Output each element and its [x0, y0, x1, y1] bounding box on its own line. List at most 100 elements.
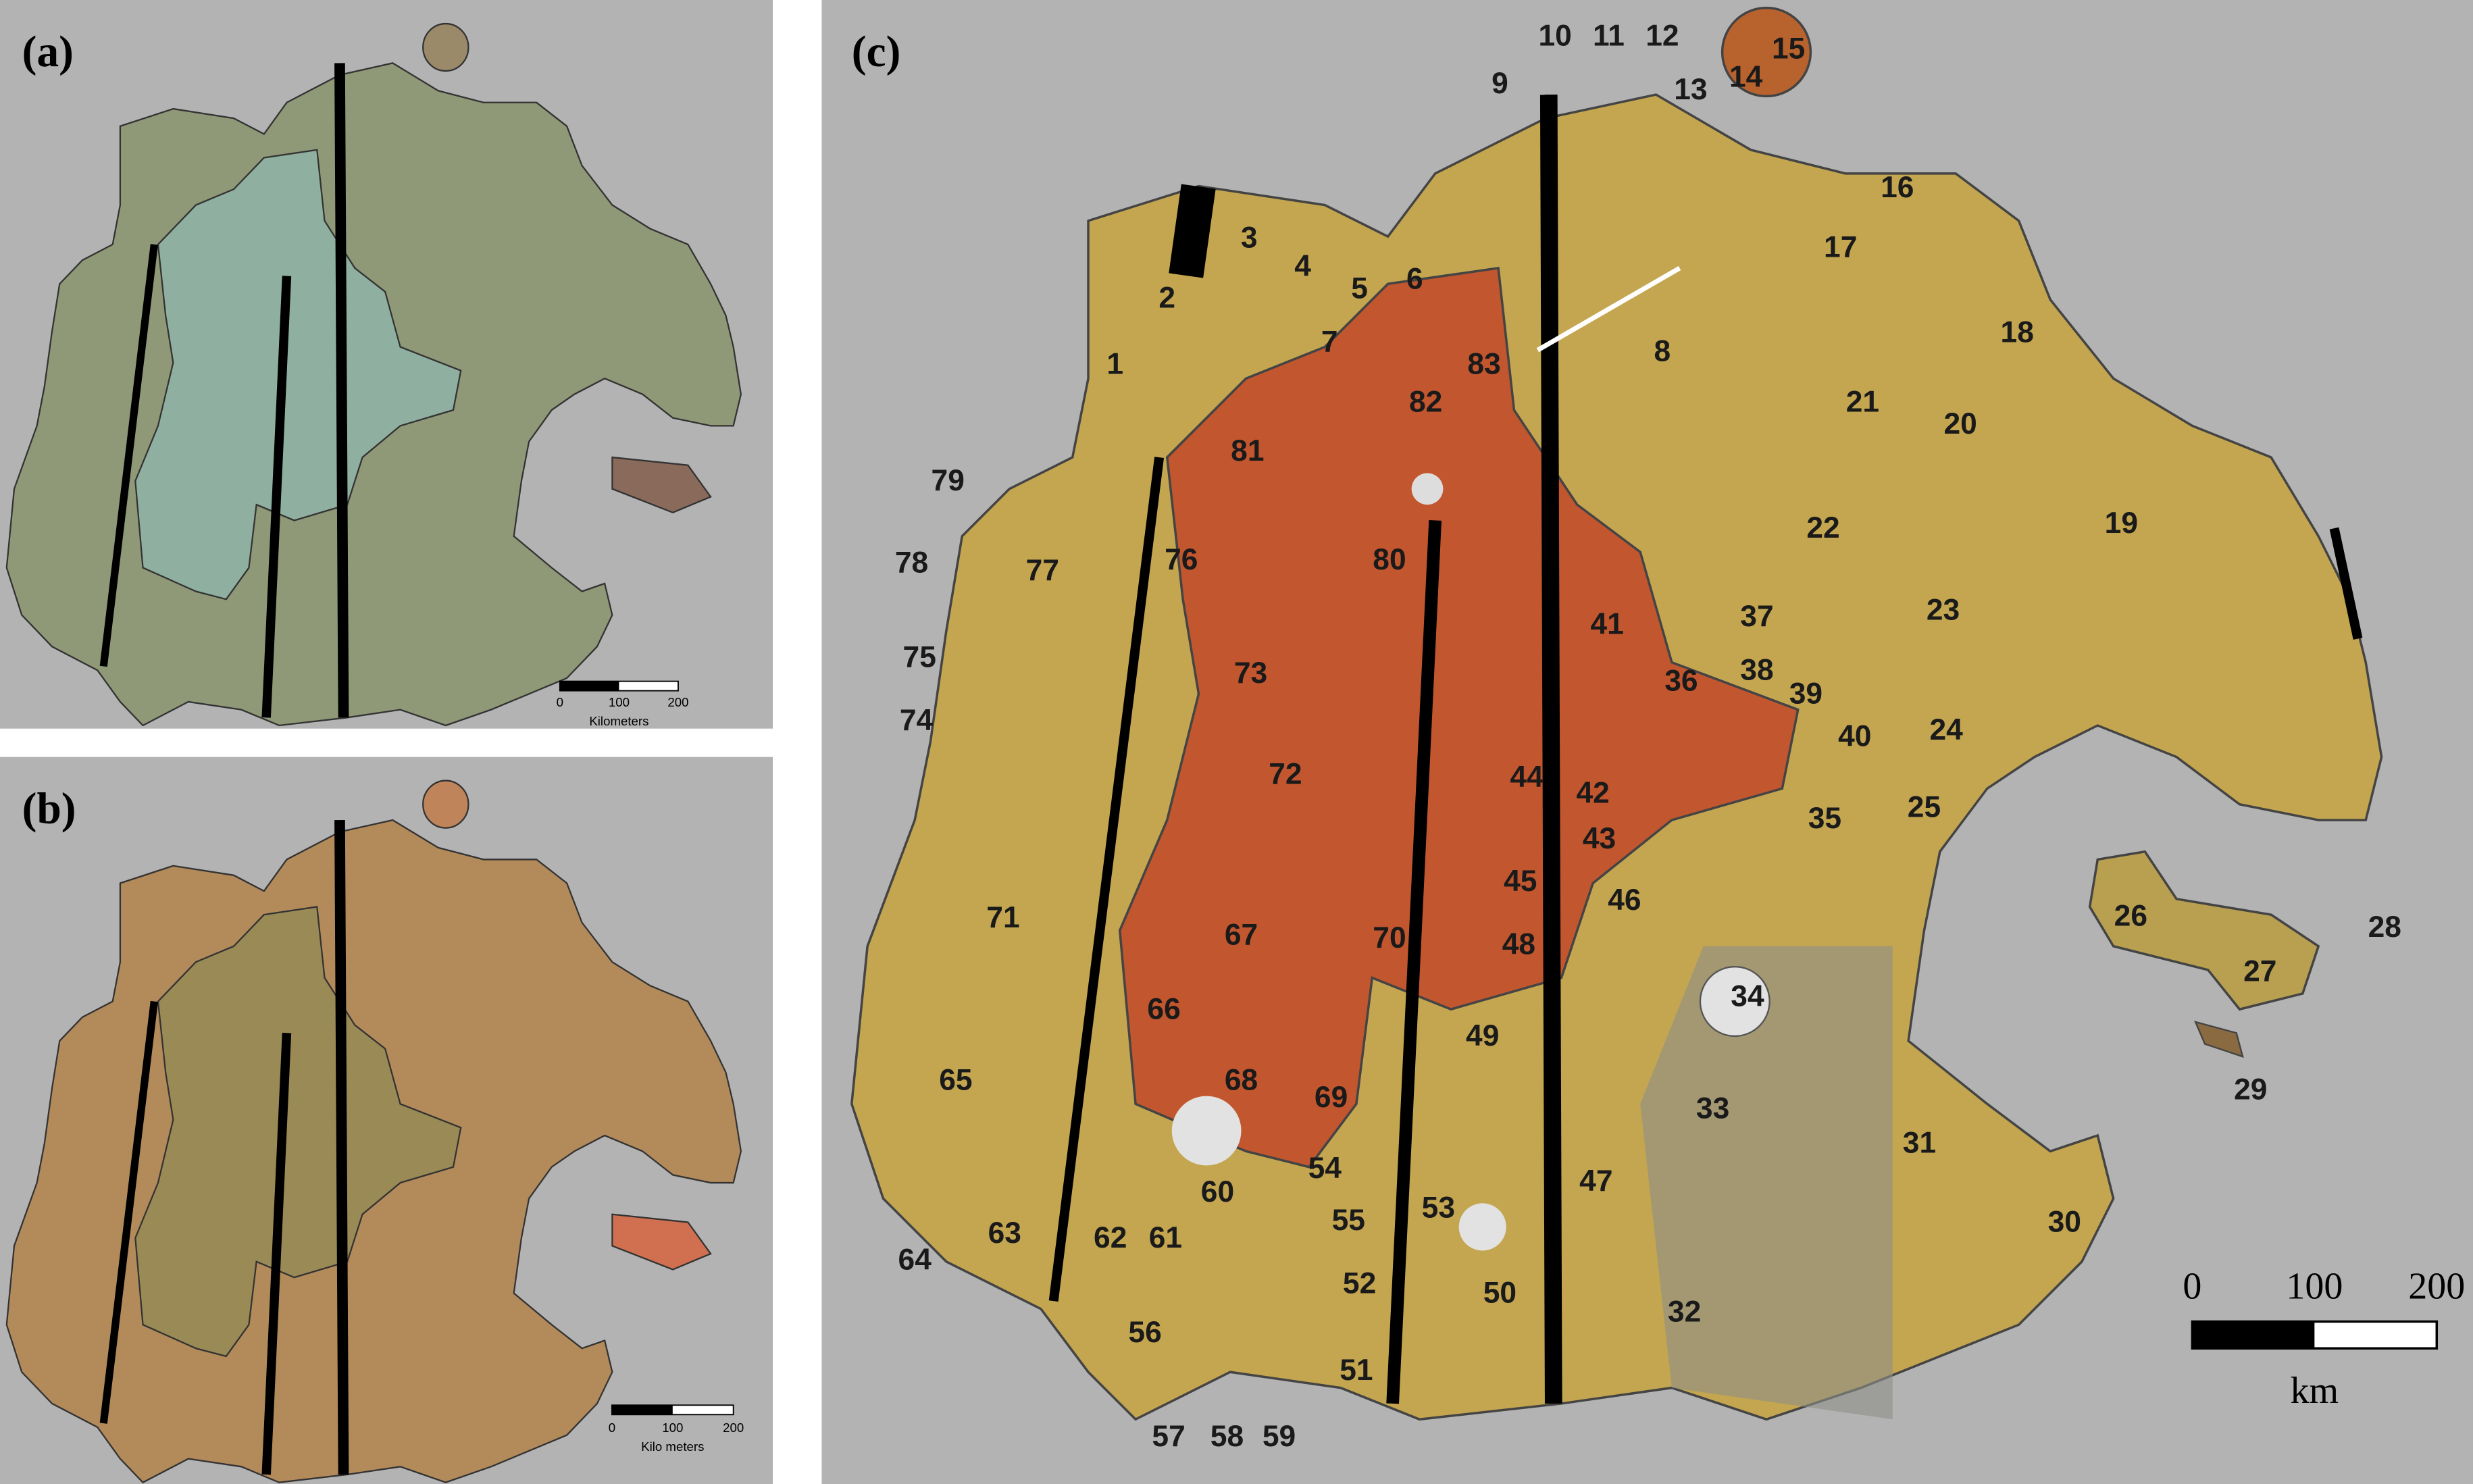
unit-label: 56	[1128, 1316, 1161, 1349]
scale-tick-label: 200	[2408, 1266, 2465, 1308]
unit-label: 38	[1740, 653, 1773, 686]
unit-label: 14	[1729, 60, 1763, 93]
scale-tick-label: 100	[662, 1421, 683, 1435]
scale-tick-label: 0	[2183, 1266, 2201, 1308]
unit-label: 76	[1165, 543, 1198, 576]
unit-label: 34	[1731, 980, 1764, 1013]
unit-label: 25	[1908, 790, 1941, 823]
unit-label: 61	[1149, 1221, 1182, 1254]
unit-label: 10	[1538, 20, 1571, 53]
unit-label: 47	[1579, 1165, 1612, 1198]
unit-label: 28	[2368, 911, 2401, 944]
unit-label: 60	[1201, 1175, 1234, 1208]
unit-label: 81	[1231, 434, 1264, 467]
unit-label: 69	[1315, 1081, 1348, 1114]
unit-label: 3	[1241, 222, 1258, 255]
unit-label: 20	[1944, 407, 1977, 440]
unit-label: 30	[2048, 1205, 2081, 1238]
unit-label: 43	[1583, 822, 1616, 855]
unit-label: 75	[903, 641, 936, 674]
scale-bars: 0 100 200 Kilometers 0 100 200 Kilo meters 0 100 2…	[557, 680, 2465, 1454]
scale-tick-label: 200	[723, 1421, 744, 1435]
unit-label: 31	[1903, 1127, 1936, 1160]
unit-label: 48	[1502, 928, 1535, 961]
unit-label: 50	[1483, 1277, 1516, 1310]
unit-label: 16	[1881, 171, 1914, 204]
unit-label: 57	[1152, 1420, 1185, 1453]
unit-label: 35	[1808, 802, 1841, 835]
scale-bar-segment	[559, 681, 619, 691]
unit-label: 11	[1593, 20, 1625, 53]
unit-label: 54	[1308, 1152, 1342, 1185]
unit-label: 39	[1789, 677, 1822, 710]
unit-label: 70	[1373, 921, 1406, 954]
unit-label: 46	[1608, 884, 1641, 917]
unit-label: 26	[2114, 900, 2147, 933]
scale-tick-label: 100	[609, 695, 630, 709]
unit-label: 67	[1225, 919, 1258, 952]
scale-tick-label: 0	[557, 695, 563, 709]
unit-label: 83	[1467, 347, 1500, 380]
unit-label: 73	[1234, 657, 1267, 690]
unit-label: 36	[1664, 665, 1698, 698]
unit-label: 13	[1674, 73, 1707, 106]
unit-label: 49	[1466, 1019, 1499, 1052]
unit-label: 8	[1654, 335, 1671, 368]
unit-label: 44	[1510, 761, 1544, 794]
unit-label: 62	[1094, 1221, 1127, 1254]
unit-label: 63	[988, 1217, 1021, 1250]
unit-label: 27	[2243, 954, 2276, 988]
map-a	[5, 22, 742, 727]
unit-label: 1	[1106, 347, 1123, 380]
unit-label: 17	[1824, 231, 1857, 264]
unit-label: 51	[1340, 1354, 1373, 1387]
panel-label: (a)	[22, 28, 74, 76]
unit-label: 18	[2001, 316, 2034, 349]
scale-unit: km	[2291, 1370, 2339, 1412]
unit-label: 23	[1927, 594, 1960, 627]
scale-tick-label: 200	[667, 695, 688, 709]
unit-label: 78	[895, 546, 928, 580]
unit-label: 52	[1343, 1267, 1376, 1300]
unit-label: 59	[1263, 1420, 1296, 1453]
unit-label: 74	[900, 704, 934, 737]
unit-label: 6	[1406, 262, 1423, 295]
unit-label: 58	[1210, 1420, 1244, 1453]
scale-unit: Kilometers	[589, 714, 648, 728]
unit-label: 15	[1772, 32, 1805, 65]
unit-label: 40	[1838, 719, 1871, 752]
unit-label: 64	[898, 1244, 932, 1277]
unit-label: 32	[1668, 1296, 1701, 1329]
unit-label: 68	[1225, 1063, 1258, 1096]
unit-label: 55	[1332, 1204, 1365, 1237]
panel-label: (c)	[852, 28, 901, 76]
unit-label: 80	[1373, 543, 1406, 576]
unit-label: 82	[1409, 385, 1442, 418]
unit-label: 2	[1158, 281, 1175, 314]
scale-tick-label: 100	[2286, 1266, 2343, 1308]
map-b	[5, 779, 742, 1483]
map-c	[850, 6, 2383, 1421]
unit-label: 71	[986, 901, 1019, 934]
unit-label: 4	[1294, 250, 1311, 283]
unit-label: 33	[1696, 1092, 1729, 1125]
unit-label: 29	[2234, 1073, 2267, 1106]
unit-label: 72	[1269, 757, 1302, 790]
unit-label: 12	[1646, 20, 1679, 53]
unit-label: 22	[1806, 511, 1839, 544]
unit-label: 9	[1492, 67, 1508, 100]
unit-label: 41	[1591, 608, 1624, 641]
unit-label: 45	[1504, 865, 1537, 898]
unit-label: 66	[1147, 992, 1180, 1025]
scale-bar-segment	[611, 1405, 673, 1415]
unit-label: 5	[1351, 272, 1368, 305]
scale-unit: Kilo meters	[641, 1439, 704, 1454]
scale-tick-label: 0	[609, 1421, 615, 1435]
unit-label: 24	[1929, 713, 1963, 746]
unit-label: 19	[2105, 507, 2138, 540]
scale-bar-segment	[2192, 1321, 2315, 1349]
panel-label: (b)	[22, 785, 76, 834]
